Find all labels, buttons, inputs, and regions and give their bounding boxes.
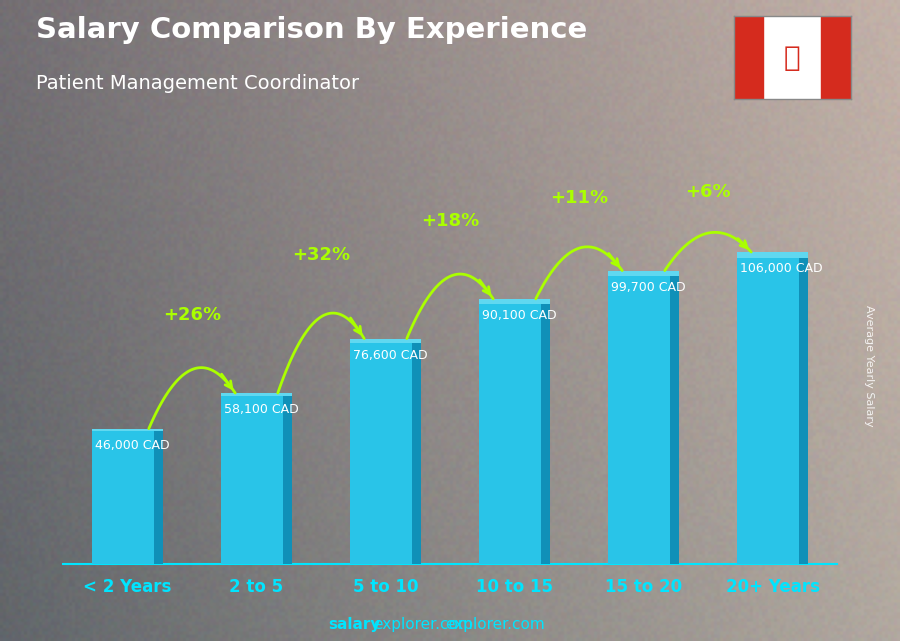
Text: +18%: +18% — [421, 212, 479, 229]
Bar — [221, 393, 292, 396]
Bar — [92, 429, 163, 431]
Bar — [542, 299, 550, 564]
FancyBboxPatch shape — [92, 429, 163, 564]
Text: +26%: +26% — [163, 306, 221, 324]
Text: +11%: +11% — [550, 189, 608, 207]
Bar — [734, 16, 763, 99]
Text: 99,700 CAD: 99,700 CAD — [610, 281, 685, 294]
FancyBboxPatch shape — [737, 252, 808, 564]
Text: 58,100 CAD: 58,100 CAD — [223, 403, 299, 417]
Text: 46,000 CAD: 46,000 CAD — [94, 439, 169, 452]
FancyBboxPatch shape — [350, 338, 421, 564]
FancyBboxPatch shape — [221, 393, 292, 564]
Text: +6%: +6% — [685, 183, 731, 201]
Bar — [608, 271, 679, 276]
Text: 90,100 CAD: 90,100 CAD — [482, 309, 556, 322]
Bar — [479, 299, 550, 304]
FancyBboxPatch shape — [608, 271, 679, 564]
Bar — [284, 393, 292, 564]
Bar — [670, 271, 679, 564]
Text: 76,600 CAD: 76,600 CAD — [353, 349, 428, 362]
Bar — [350, 338, 421, 343]
FancyBboxPatch shape — [479, 299, 550, 564]
Bar — [799, 252, 808, 564]
Text: explorer.com: explorer.com — [446, 617, 545, 633]
Text: Patient Management Coordinator: Patient Management Coordinator — [36, 74, 359, 93]
Text: +32%: +32% — [292, 246, 350, 263]
Bar — [412, 338, 421, 564]
Bar — [821, 16, 850, 99]
Text: Average Yearly Salary: Average Yearly Salary — [863, 304, 874, 426]
Text: 🍁: 🍁 — [784, 44, 800, 72]
Bar — [155, 429, 163, 564]
Bar — [737, 252, 808, 258]
Text: Salary Comparison By Experience: Salary Comparison By Experience — [36, 16, 587, 44]
Text: salary: salary — [328, 617, 381, 633]
Text: explorer.com: explorer.com — [374, 617, 473, 633]
Text: 106,000 CAD: 106,000 CAD — [740, 262, 823, 276]
